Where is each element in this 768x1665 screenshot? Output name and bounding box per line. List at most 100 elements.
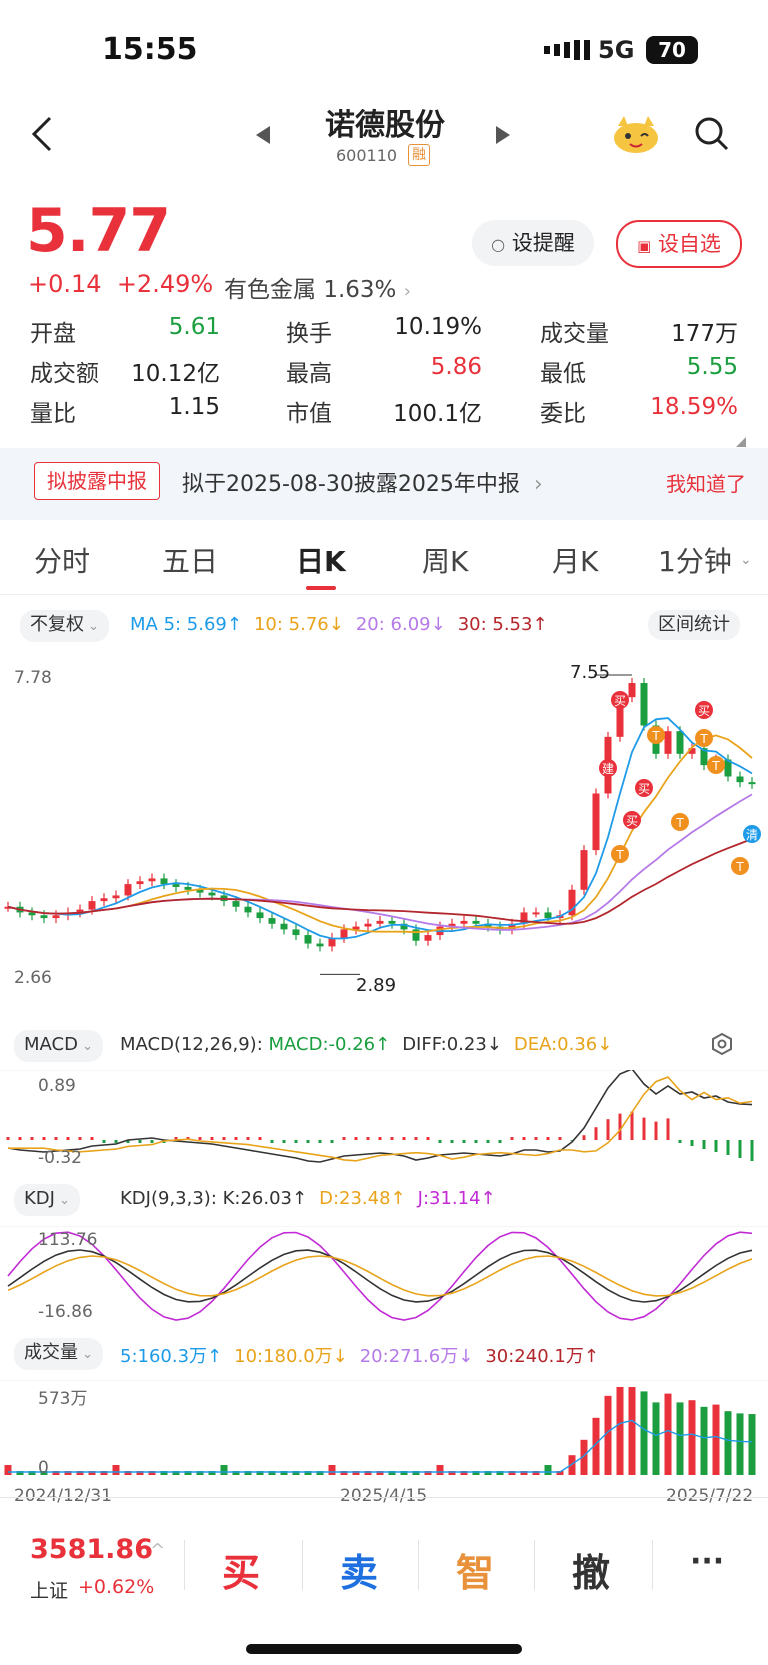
chevron-down-icon[interactable]: ⌄ (740, 552, 752, 568)
notice-dismiss-button[interactable]: 我知道了 (666, 472, 746, 496)
more-button[interactable]: ··· (690, 1544, 725, 1579)
tab-4[interactable]: 月K (552, 545, 599, 578)
ma-legend: MA 5: 5.69↑ 10: 5.76↓ 20: 6.09↓ 30: 5.53↑ (130, 614, 560, 635)
tab-5[interactable]: 1分钟 (658, 545, 732, 578)
kdj-legend: KDJ(9,3,3): K:26.03↑ D:23.48↑ J:31.14↑ (120, 1188, 508, 1209)
volume-bar (736, 1413, 744, 1475)
bottom-separator (418, 1540, 419, 1590)
candle-body (292, 929, 300, 936)
candle-body (172, 884, 180, 887)
sell-button[interactable]: 卖 (340, 1551, 379, 1595)
macd-bar (606, 1119, 610, 1140)
candle-body (340, 929, 348, 938)
macd-bar (138, 1140, 142, 1143)
volume-bar (424, 1471, 432, 1475)
notice-text[interactable]: 拟于2025-08-30披露2025年中报 › (182, 466, 543, 498)
candle-body (592, 793, 600, 851)
dea-line (8, 1076, 753, 1162)
candle-body (580, 850, 588, 890)
volume-bar (244, 1471, 252, 1475)
signal-marker (611, 691, 629, 709)
macd-bar (642, 1117, 646, 1140)
candle-body (460, 920, 468, 924)
kdj-selector[interactable]: KDJ ⌄ (14, 1184, 81, 1216)
stat-value: 5.55 (686, 354, 738, 380)
tab-1[interactable]: 五日 (162, 545, 219, 578)
signal-label: T (675, 816, 684, 830)
volume-selector[interactable]: 成交量 ⌄ (14, 1338, 104, 1370)
stat-label: 换手 (286, 321, 332, 347)
stat-value: 5.86 (430, 354, 482, 380)
adjust-label: 不复权 (30, 614, 84, 635)
legend-value: 20:271.6万↓ (359, 1346, 474, 1367)
signal-label: T (699, 732, 708, 746)
candle-body (304, 935, 312, 944)
next-stock-icon[interactable] (496, 126, 510, 148)
volume-bar (604, 1395, 612, 1475)
volume-bar (592, 1417, 600, 1475)
signal-label: 买 (626, 814, 638, 828)
macd-bar (6, 1137, 10, 1140)
set-alert-button[interactable]: ○ 设提醒 (472, 220, 594, 266)
kdj-chart[interactable] (0, 1226, 768, 1326)
macd-bar (78, 1137, 82, 1140)
volume-bar (208, 1471, 216, 1475)
candle-body (448, 923, 456, 927)
bell-icon: ○ (491, 235, 506, 254)
chevron-up-icon: ^ (150, 1540, 166, 1561)
macd-bar (222, 1137, 226, 1140)
settings-icon[interactable] (710, 1032, 734, 1060)
volume-bar (484, 1471, 492, 1475)
adjust-selector[interactable]: 不复权 ⌄ (20, 610, 110, 642)
macd-bar (750, 1140, 754, 1161)
cancel-order-button[interactable]: 撤 (572, 1551, 611, 1595)
volume-bar (292, 1471, 300, 1475)
stock-code: 600110 (336, 146, 398, 165)
volume-bar (472, 1471, 480, 1475)
signal-label: T (735, 860, 744, 874)
candle-body (676, 731, 684, 754)
j-line (7, 1231, 753, 1321)
signal-marker (671, 813, 689, 831)
stat-label: 市值 (286, 401, 332, 427)
search-icon[interactable] (694, 116, 730, 156)
signal-marker (635, 779, 653, 797)
macd-bar (402, 1137, 406, 1140)
kline-low-label: 2.89 (356, 975, 397, 996)
volume-bar (316, 1471, 324, 1475)
macd-bar (510, 1137, 514, 1140)
stat-value: 10.12亿 (131, 361, 220, 387)
bottom-separator (652, 1540, 653, 1590)
macd-selector[interactable]: MACD ⌄ (14, 1030, 103, 1062)
tab-2[interactable]: 日K (296, 545, 346, 578)
add-watchlist-button[interactable]: ▣ 设自选 (616, 220, 742, 268)
macd-bar (522, 1137, 526, 1140)
candle-body (532, 912, 540, 915)
tab-3[interactable]: 周K (422, 545, 469, 578)
macd-chart[interactable] (0, 1070, 768, 1176)
macd-bar (306, 1140, 310, 1143)
volume-chart[interactable] (0, 1380, 768, 1480)
volume-bar (16, 1471, 24, 1475)
macd-bar (714, 1140, 718, 1152)
battery-icon: 70 (646, 36, 698, 64)
smart-button[interactable]: 智 (456, 1551, 495, 1595)
candle-body (136, 881, 144, 885)
tab-0[interactable]: 分时 (34, 545, 91, 578)
macd-bar (450, 1140, 454, 1143)
cellular-signal-icon (544, 40, 590, 66)
back-arrow-icon[interactable] (30, 116, 54, 156)
buy-button[interactable]: 买 (222, 1551, 261, 1595)
index-value[interactable]: 3581.86 (30, 1534, 153, 1565)
kline-y-min: 2.66 (14, 968, 52, 988)
volume-bar (676, 1402, 684, 1475)
mascot-icon[interactable] (612, 114, 660, 158)
chevron-down-icon: ⌄ (54, 1193, 71, 1208)
range-stats-button[interactable]: 区间统计 (648, 610, 740, 640)
stat-label: 最低 (540, 361, 586, 387)
prev-stock-icon[interactable] (256, 126, 270, 148)
sector-link[interactable]: 有色金属 1.63% › (224, 270, 411, 304)
volume-bar (724, 1411, 732, 1475)
candle-body (400, 923, 408, 930)
